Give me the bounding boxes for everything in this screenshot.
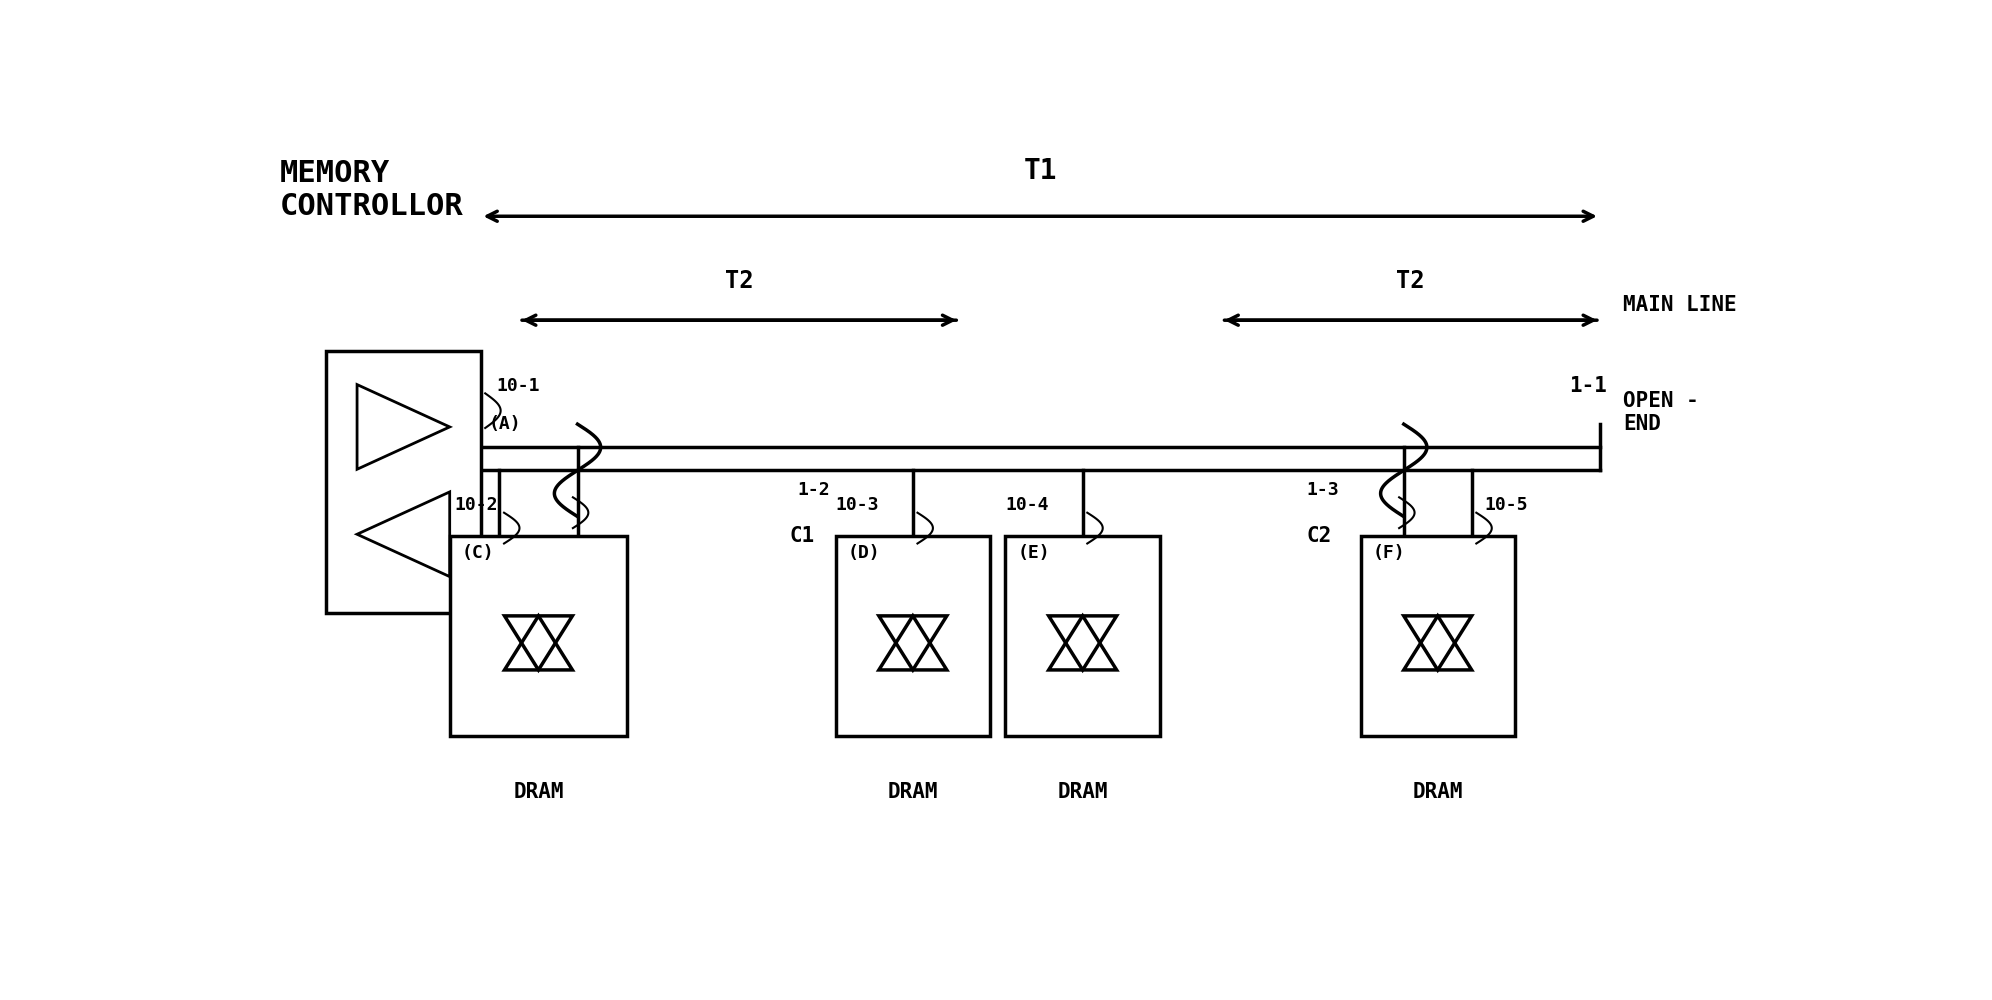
Text: (A): (A) [488, 415, 522, 433]
Text: 1-3: 1-3 [1307, 481, 1339, 499]
Text: T2: T2 [725, 269, 753, 293]
Text: T2: T2 [1396, 269, 1424, 293]
Bar [1006, 536, 1159, 736]
Text: DRAM: DRAM [888, 782, 938, 802]
Bar [450, 536, 627, 736]
Text: 10-5: 10-5 [1484, 496, 1528, 514]
Text: DRAM: DRAM [1412, 782, 1462, 802]
Bar [1361, 536, 1516, 736]
Text: MAIN LINE: MAIN LINE [1623, 295, 1737, 315]
Text: (D): (D) [849, 544, 880, 562]
Text: (F): (F) [1372, 544, 1406, 562]
Text: C1: C1 [789, 526, 815, 546]
Text: OPEN -
END: OPEN - END [1623, 391, 1699, 434]
Text: 1-1: 1-1 [1570, 376, 1608, 396]
Text: (C): (C) [462, 544, 494, 562]
Text: 10-4: 10-4 [1006, 496, 1050, 514]
Text: DRAM: DRAM [514, 782, 564, 802]
Text: T1: T1 [1024, 157, 1058, 185]
Text: 10-1: 10-1 [496, 377, 540, 395]
Text: C2: C2 [1307, 526, 1333, 546]
Text: MEMORY
CONTROLLOR: MEMORY CONTROLLOR [279, 158, 464, 221]
Text: 1-2: 1-2 [797, 481, 831, 499]
Bar [837, 536, 990, 736]
Text: (E): (E) [1018, 544, 1050, 562]
Text: 10-3: 10-3 [837, 496, 878, 514]
Bar [327, 351, 480, 613]
Text: 10-2: 10-2 [454, 496, 498, 514]
Text: DRAM: DRAM [1058, 782, 1108, 802]
